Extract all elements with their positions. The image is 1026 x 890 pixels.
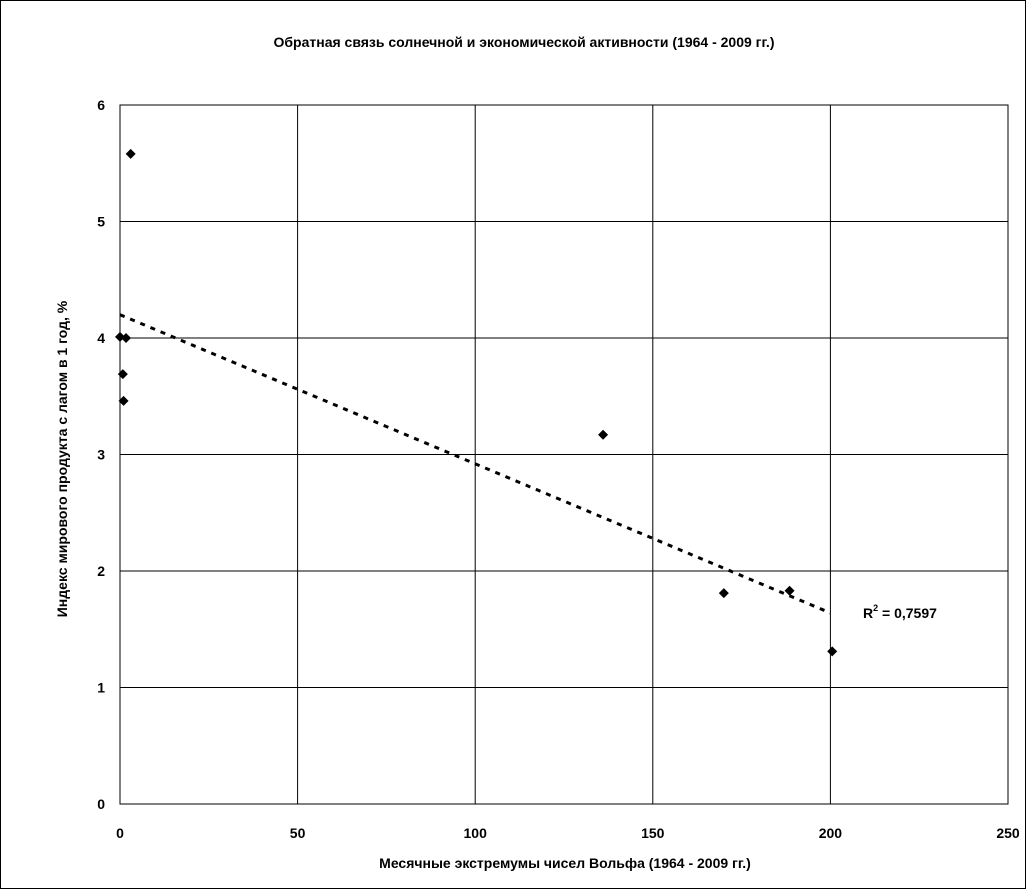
data-point-4	[118, 395, 129, 406]
data-point-6	[598, 429, 609, 440]
y-tick-label-3: 3	[97, 447, 105, 463]
x-axis-label: Месячные экстремумы чисел Вольфа (1964 -…	[379, 855, 751, 871]
x-tick-label-0: 0	[116, 825, 124, 841]
grid-lines	[119, 104, 1009, 805]
plot-area-border	[119, 104, 1009, 805]
data-point-9	[827, 646, 838, 657]
y-axis-label: Индекс мирового продукта с лагом в 1 год…	[54, 300, 70, 617]
data-points	[115, 148, 838, 657]
y-tick-label-1: 1	[97, 680, 105, 696]
x-tick-label-200: 200	[819, 825, 843, 841]
data-point-7	[718, 588, 729, 599]
data-point-8	[784, 585, 795, 596]
y-tick-label-6: 6	[97, 97, 105, 113]
y-tick-label-2: 2	[97, 563, 105, 579]
x-tick-label-250: 250	[996, 825, 1020, 841]
r-squared-base: R	[863, 605, 873, 621]
data-point-2	[121, 333, 132, 343]
chart-title: Обратная связь солнечной и экономической…	[274, 34, 775, 50]
trendline-layer	[119, 313, 831, 615]
x-tick-label-100: 100	[464, 825, 488, 841]
y-tick-label-0: 0	[97, 796, 105, 812]
trendline	[119, 313, 831, 615]
r-squared-value: = 0,7597	[878, 605, 937, 621]
x-tick-label-150: 150	[641, 825, 665, 841]
data-point-5	[125, 148, 136, 159]
r-squared-superscript: 2	[873, 603, 878, 613]
x-tick-label-50: 50	[290, 825, 306, 841]
data-point-3	[117, 369, 128, 380]
y-tick-label-4: 4	[97, 330, 105, 346]
x-tick-labels: 0 50 100 150 200 250	[116, 825, 1020, 841]
y-tick-labels: 0 1 2 3 4 5 6	[97, 97, 105, 812]
y-tick-label-5: 5	[97, 214, 105, 230]
r-squared-annotation: R2 = 0,7597	[863, 603, 937, 621]
